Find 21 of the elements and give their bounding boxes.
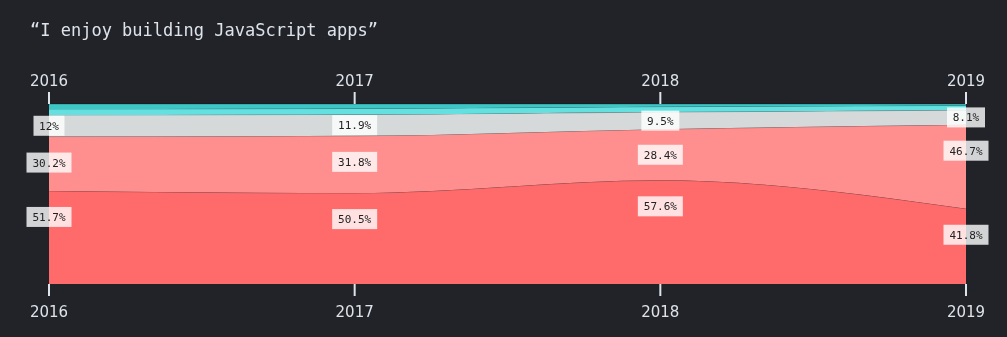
x-tick-label: 2016: [29, 72, 69, 90]
data-label: 41.8%: [949, 228, 983, 242]
data-label: 31.8%: [338, 155, 372, 169]
x-tick-label: 2018: [641, 72, 680, 90]
x-tick-label: 2017: [335, 72, 374, 90]
data-label: 9.5%: [647, 114, 674, 128]
data-label: 12%: [39, 119, 60, 133]
data-label: 50.5%: [338, 213, 372, 227]
x2-tick-label: 2018: [641, 303, 680, 321]
chart-title: “I enjoy building JavaScript apps”: [30, 20, 378, 40]
x2-tick-label: 2017: [335, 303, 374, 321]
data-label: 46.7%: [949, 144, 983, 158]
data-label: 51.7%: [32, 210, 66, 224]
data-label: 11.9%: [338, 119, 372, 133]
data-label: 57.6%: [643, 200, 678, 214]
data-label: 30.2%: [32, 156, 66, 170]
x2-tick-label: 2019: [946, 303, 986, 321]
data-label: 8.1%: [952, 111, 980, 125]
data-label: 28.4%: [643, 148, 678, 162]
x-tick-label: 2019: [946, 72, 986, 90]
x2-tick-label: 2016: [29, 303, 69, 321]
